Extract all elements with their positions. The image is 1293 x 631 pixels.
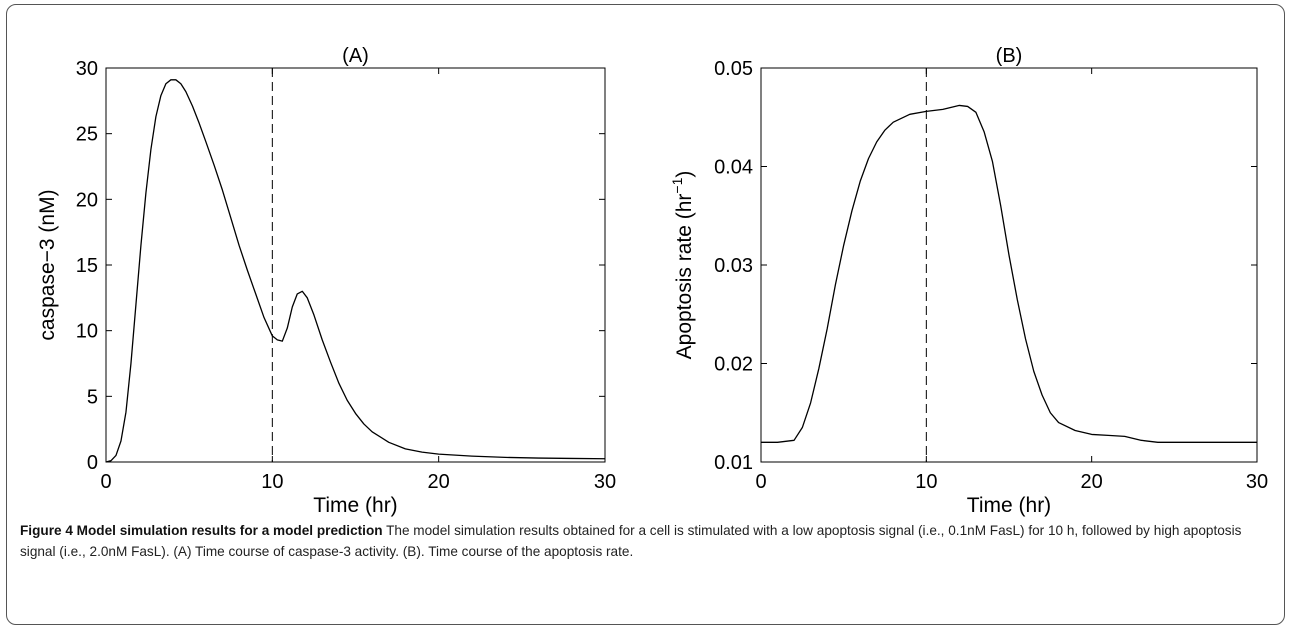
chart-a-xtick-label: 20: [428, 471, 450, 493]
chart-b-ylabel: Apoptosis rate (hr−1): [669, 171, 696, 360]
chart-a-axes-box: [105, 67, 606, 463]
chart-b: 0 10 20 30 0.01 0.02 0.03 0.04 0.05 (B) Time (hr) A…: [669, 45, 1268, 517]
chart-b-ylabel-text: Apoptosis rate (hr: [673, 194, 696, 360]
chart-b-ytick-label: 0.03: [714, 255, 753, 277]
chart-b-xlabel: Time (hr): [967, 494, 1051, 517]
chart-b-xtick-label: 30: [1246, 471, 1268, 493]
chart-b-xtick-label: 0: [755, 471, 766, 493]
chart-b-ylabel-sup: −1: [669, 177, 685, 193]
chart-a-ytick-label: 5: [87, 386, 98, 408]
chart-b-ytick-label: 0.02: [714, 354, 753, 376]
chart-b-ytick-label: 0.05: [714, 58, 753, 80]
chart-a-xlabel: Time (hr): [313, 494, 397, 517]
chart-a: 0 10 20 30 0 5 10 15 20 25 30 (A) Time (hr) caspase−3…: [36, 45, 616, 517]
chart-a-xtick-label: 0: [100, 471, 111, 493]
chart-b-ytick-label: 0.04: [714, 157, 753, 179]
figure-frame: [6, 4, 1285, 625]
chart-a-ylabel-text: caspase−3 (nM): [36, 189, 59, 340]
chart-b-xtick-label: 20: [1081, 471, 1103, 493]
figure-plots: 0 10 20 30 0 5 10 15 20 25 30 (A) Time (hr) caspase−3…: [36, 45, 1268, 517]
chart-b-xtick-label: 10: [915, 471, 937, 493]
chart-a-ytick-label: 15: [76, 255, 98, 277]
chart-a-ytick-label: 10: [76, 321, 98, 343]
chart-b-axes-box: [760, 67, 1258, 463]
chart-a-ytick-label: 30: [76, 58, 98, 80]
figure-caption: Figure 4 Model simulation results for a …: [20, 520, 1278, 562]
chart-a-ytick-label: 25: [76, 124, 98, 146]
chart-b-ytick-label: 0.01: [714, 452, 753, 474]
caption-text: The model simulation results obtained fo…: [20, 523, 1242, 559]
chart-a-xtick-label: 10: [261, 471, 283, 493]
chart-a-ylabel: caspase−3 (nM): [36, 189, 59, 340]
chart-a-series-line: [105, 79, 606, 463]
chart-b-series-line: [761, 104, 1257, 443]
chart-a-ytick-label: 20: [76, 189, 98, 211]
chart-b-ylabel-end: ): [673, 171, 696, 178]
chart-a-title: (A): [342, 45, 369, 67]
caption-label: Figure 4 Model simulation results for a …: [20, 523, 383, 538]
chart-b-title: (B): [996, 45, 1023, 67]
chart-a-ytick-label: 0: [87, 452, 98, 474]
chart-a-xtick-label: 30: [594, 471, 616, 493]
